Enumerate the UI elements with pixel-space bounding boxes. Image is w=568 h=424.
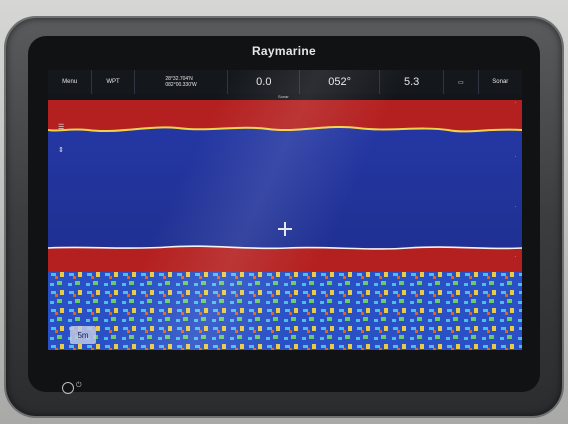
- scale-tick-icon: ·: [514, 154, 516, 160]
- scale-tick-icon: ·: [514, 254, 516, 260]
- waypoint-button[interactable]: WPT: [92, 70, 135, 94]
- mode-label: Sonar: [492, 79, 509, 85]
- speed-value: 5.3: [403, 76, 420, 88]
- brand-logo: Raymarine: [251, 44, 317, 58]
- position-readout: 28°32.704'N 082°00.330'W: [135, 70, 229, 94]
- heading-readout: 052°: [300, 70, 381, 94]
- sonar-screen[interactable]: Menu WPT 28°32.704'N 082°00.330'W 0.0 05…: [48, 70, 522, 350]
- subsurface-returns: [48, 272, 522, 350]
- surface-edge: [48, 125, 522, 133]
- menu-label: Menu: [62, 79, 78, 85]
- depth-readout: 0.0: [228, 70, 301, 94]
- scale-tick-icon: ·: [514, 204, 516, 210]
- zoom-icon[interactable]: ⇕: [58, 147, 64, 154]
- speed-readout: 5.3: [380, 70, 445, 94]
- depth-scale: · · · ·: [506, 94, 516, 350]
- bottom-band: [48, 246, 522, 272]
- waypoint-label: WPT: [106, 79, 120, 85]
- range-indicator[interactable]: 5m: [70, 326, 96, 344]
- mode-button[interactable]: Sonar: [479, 70, 522, 94]
- range-icon[interactable]: ☰: [58, 124, 65, 131]
- range-value: 5m: [77, 330, 89, 340]
- cursor-crosshair-icon[interactable]: [278, 222, 292, 236]
- sonar-image: [48, 100, 522, 350]
- page-title-strip: Sonar: [48, 94, 522, 100]
- status-icon: ▭: [458, 79, 464, 86]
- menu-button[interactable]: Menu: [48, 70, 93, 94]
- status-box: ▭: [444, 70, 479, 94]
- power-button[interactable]: [62, 382, 74, 394]
- longitude: 082°00.330'W: [165, 82, 197, 88]
- data-bar: Menu WPT 28°32.704'N 082°00.330'W 0.0 05…: [48, 70, 522, 95]
- heading-value: 052°: [328, 76, 352, 88]
- surface-clutter: [48, 100, 522, 132]
- latitude: 28°32.704'N: [165, 76, 193, 82]
- power-icon: ⏻: [76, 382, 82, 389]
- depth-value: 0.0: [256, 76, 272, 88]
- scale-tick-icon: ·: [514, 100, 516, 106]
- bottom-line: [48, 245, 522, 250]
- side-icons: ☰ ⇕: [58, 124, 68, 170]
- page-title: Sonar: [278, 94, 289, 99]
